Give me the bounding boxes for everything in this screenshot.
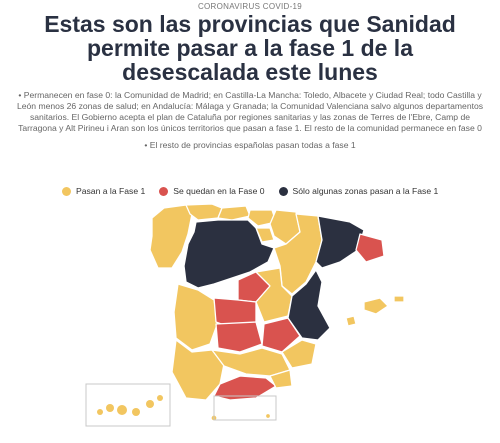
island	[97, 409, 103, 415]
region-catalonia-red	[355, 233, 385, 263]
region-galicia	[149, 204, 193, 269]
region-basque	[247, 209, 277, 227]
canary-islands	[97, 395, 163, 416]
legend-swatch-red-icon	[159, 186, 169, 196]
island	[106, 404, 114, 412]
legend-swatch-navy-icon	[278, 186, 288, 196]
body-paragraph: • Permanecen en fase 0: la Comunidad de …	[16, 90, 484, 133]
island	[117, 405, 127, 415]
region-menorca	[393, 295, 405, 303]
region-mallorca	[363, 297, 389, 315]
canary-inset-frame	[85, 383, 171, 427]
legend-label: Pasan a la Fase 1	[76, 186, 146, 196]
region-albacete-red	[261, 317, 301, 353]
legend-swatch-yellow-icon	[62, 186, 71, 196]
region-valencia	[287, 269, 331, 341]
region-melilla	[264, 412, 272, 420]
kicker: CORONAVIRUS COVID-19	[197, 2, 303, 11]
legend-item-fase1: Pasan a la Fase 1	[62, 186, 145, 196]
body-note: • El resto de provincias españolas pasan…	[144, 140, 356, 150]
region-andalucia-central	[211, 347, 291, 377]
region-castilla-leon	[183, 219, 275, 289]
region-malaga-granada-red	[213, 375, 277, 401]
headline: Estas son las provincias que Sanidad per…	[44, 11, 456, 85]
body-text-block: • Permanecen en fase 0: la Comunidad de …	[16, 90, 484, 151]
island	[157, 395, 163, 401]
legend: Pasan a la Fase 1 Se quedan en la Fase 0…	[62, 184, 462, 198]
legend-label: Se quedan en la Fase 0	[173, 186, 265, 196]
island	[146, 400, 154, 408]
region-ibiza	[345, 315, 357, 327]
legend-item-partial: Sólo algunas zonas pasan a la Fase 1	[278, 186, 439, 196]
region-almeria	[269, 369, 293, 389]
legend-label: Sólo algunas zonas pasan a la Fase 1	[292, 186, 439, 196]
legend-item-fase0: Se quedan en la Fase 0	[159, 186, 265, 196]
region-murcia	[281, 339, 317, 369]
region-catalonia	[315, 215, 365, 269]
balearic-inset-frame	[213, 395, 277, 421]
region-cantabria	[217, 205, 251, 221]
island	[132, 408, 140, 416]
region-ciudadreal-red	[215, 321, 263, 353]
region-extremadura	[173, 283, 219, 351]
